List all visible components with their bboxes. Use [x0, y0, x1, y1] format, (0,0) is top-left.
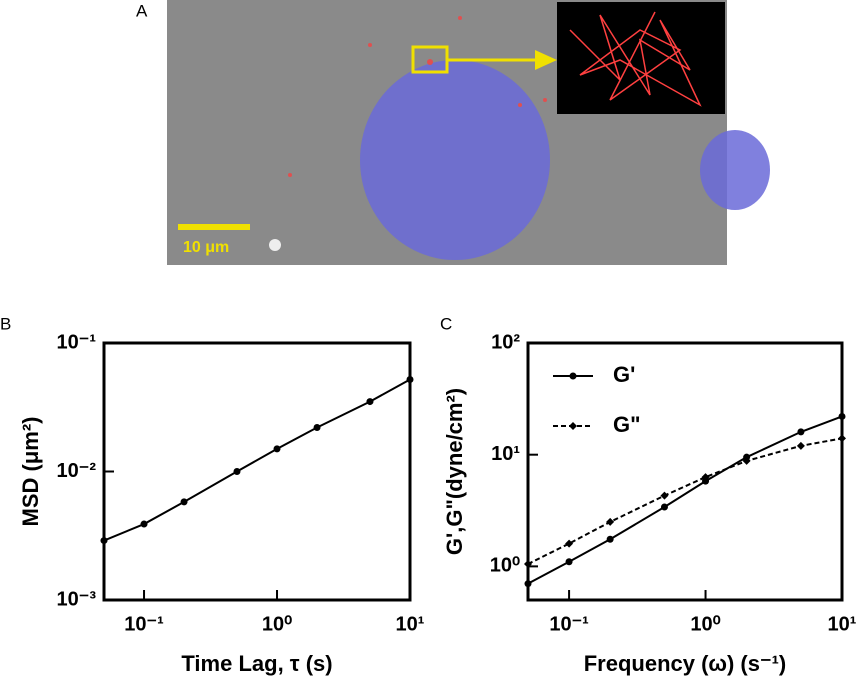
marker [565, 539, 574, 548]
legend-marker [569, 372, 577, 380]
legend-marker [569, 422, 577, 430]
x-tick-label: 10⁰ [262, 613, 292, 635]
marker [366, 398, 374, 406]
y-tick-label: 10⁻² [57, 460, 97, 482]
trajectory-inset [557, 2, 725, 114]
marker [838, 412, 846, 420]
marker [606, 535, 614, 543]
x-tick-label: 10¹ [396, 613, 425, 635]
marker [660, 491, 669, 500]
marker [524, 580, 532, 588]
marker [273, 445, 281, 453]
particle [368, 43, 372, 47]
particle [518, 103, 522, 107]
plot-frame [526, 341, 844, 602]
marker [140, 520, 148, 528]
x-tick-label: 10⁻¹ [549, 613, 589, 635]
marker [180, 498, 188, 506]
marker [233, 468, 241, 475]
marker [702, 477, 710, 485]
marker [565, 558, 573, 566]
particle [543, 98, 547, 102]
marker [524, 560, 532, 569]
x-axis-label: Time Lag, τ (s) [181, 651, 332, 676]
x-tick-label: 10⁻¹ [124, 613, 164, 635]
x-tick-label: 10¹ [828, 613, 857, 635]
data-line [527, 415, 843, 585]
nucleus [700, 130, 770, 210]
marker [100, 537, 108, 545]
y-tick-label: 10⁰ [490, 555, 520, 577]
y-axis-label: MSD (μm²) [18, 417, 43, 527]
trajectory [569, 11, 702, 107]
x-axis-label: Frequency (ω) (s⁻¹) [584, 651, 787, 676]
scale-bar-label: 10 μm [183, 239, 229, 256]
particle [427, 59, 433, 65]
x-tick-label: 10⁰ [690, 613, 720, 635]
marker [660, 503, 668, 511]
marker [606, 517, 615, 526]
marker [701, 473, 710, 482]
marker [797, 428, 805, 436]
microscopy-image: 10 μm A [136, 0, 770, 265]
panel-label: B [0, 314, 11, 333]
debris [269, 239, 281, 251]
arrow-head [535, 50, 557, 70]
legend-label: G" [613, 412, 641, 437]
marker [742, 456, 751, 465]
y-tick-label: 10¹ [491, 443, 520, 465]
legend-label: G' [613, 362, 635, 387]
panel-label: A [136, 1, 148, 20]
y-axis-label: G',G"(dyne/cm²) [442, 388, 467, 555]
marker [406, 375, 414, 383]
y-tick-label: 10⁻¹ [57, 331, 97, 353]
y-tick-label: 10² [491, 331, 520, 353]
nucleus [360, 60, 550, 260]
marker [796, 441, 805, 450]
data-line [527, 437, 843, 565]
panel-label: C [440, 314, 452, 333]
marker [313, 423, 321, 431]
data-line [103, 378, 411, 542]
y-tick-label: 10⁻³ [57, 588, 97, 610]
plot-frame [102, 341, 412, 602]
scale-bar [178, 224, 250, 230]
particle [458, 16, 462, 20]
marker [838, 434, 846, 443]
particle [288, 173, 292, 177]
